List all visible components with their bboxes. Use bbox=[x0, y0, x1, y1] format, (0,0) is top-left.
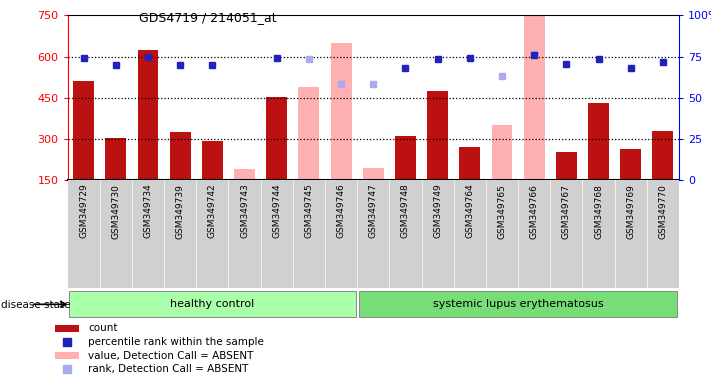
Bar bbox=[202, 141, 223, 180]
Bar bbox=[266, 96, 287, 180]
Bar bbox=[395, 136, 416, 180]
Bar bbox=[331, 43, 351, 180]
Text: GSM349746: GSM349746 bbox=[336, 184, 346, 238]
Bar bbox=[653, 131, 673, 180]
Text: GSM349764: GSM349764 bbox=[465, 184, 474, 238]
Bar bbox=[556, 152, 577, 180]
Bar bbox=[491, 126, 513, 180]
Text: GSM349748: GSM349748 bbox=[401, 184, 410, 238]
Bar bbox=[427, 91, 448, 180]
Text: GSM349730: GSM349730 bbox=[112, 184, 120, 238]
Text: GSM349745: GSM349745 bbox=[304, 184, 314, 238]
Text: GSM349765: GSM349765 bbox=[498, 184, 506, 238]
Text: GSM349767: GSM349767 bbox=[562, 184, 571, 238]
Text: GSM349734: GSM349734 bbox=[144, 184, 152, 238]
Bar bbox=[170, 132, 191, 180]
Bar bbox=[105, 138, 127, 180]
Bar bbox=[620, 149, 641, 180]
Text: GSM349743: GSM349743 bbox=[240, 184, 249, 238]
Text: disease state: disease state bbox=[1, 300, 70, 310]
Text: GSM349766: GSM349766 bbox=[530, 184, 539, 238]
Bar bbox=[588, 103, 609, 180]
Bar bbox=[363, 168, 384, 180]
Bar bbox=[299, 87, 319, 180]
Bar bbox=[55, 352, 79, 359]
Text: GSM349747: GSM349747 bbox=[369, 184, 378, 238]
Bar bbox=[234, 169, 255, 180]
Text: GSM349769: GSM349769 bbox=[626, 184, 635, 238]
Text: GSM349749: GSM349749 bbox=[433, 184, 442, 238]
Bar bbox=[459, 147, 481, 180]
Text: GSM349770: GSM349770 bbox=[658, 184, 668, 238]
Text: GSM349768: GSM349768 bbox=[594, 184, 603, 238]
Bar bbox=[73, 81, 94, 180]
Bar bbox=[524, 14, 545, 180]
Text: healthy control: healthy control bbox=[170, 299, 255, 310]
Text: GSM349739: GSM349739 bbox=[176, 184, 185, 238]
Text: GSM349729: GSM349729 bbox=[79, 184, 88, 238]
Text: GSM349742: GSM349742 bbox=[208, 184, 217, 238]
Text: rank, Detection Call = ABSENT: rank, Detection Call = ABSENT bbox=[88, 364, 249, 374]
Bar bbox=[137, 50, 159, 180]
Bar bbox=[69, 291, 356, 317]
Text: percentile rank within the sample: percentile rank within the sample bbox=[88, 337, 264, 347]
Text: count: count bbox=[88, 323, 117, 333]
Text: value, Detection Call = ABSENT: value, Detection Call = ABSENT bbox=[88, 351, 254, 361]
Text: systemic lupus erythematosus: systemic lupus erythematosus bbox=[433, 299, 604, 310]
Bar bbox=[55, 325, 79, 332]
Text: GDS4719 / 214051_at: GDS4719 / 214051_at bbox=[139, 12, 277, 25]
Text: GSM349744: GSM349744 bbox=[272, 184, 282, 238]
Bar bbox=[359, 291, 678, 317]
